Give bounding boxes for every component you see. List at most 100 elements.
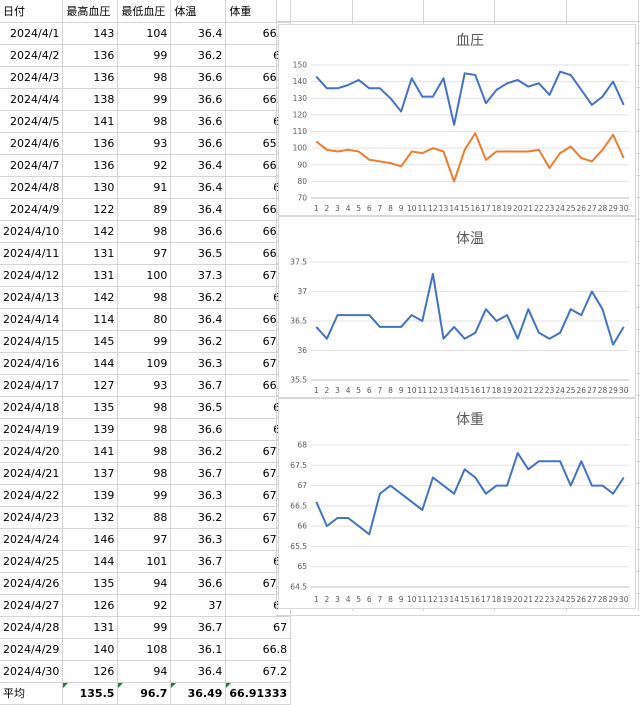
cell-date[interactable]: 2024/4/14 [0,308,64,331]
cell-temp[interactable]: 36.2 [170,44,227,67]
cell-max-bp[interactable]: 132 [62,506,119,529]
cell-date[interactable]: 2024/4/11 [0,242,64,265]
cell-weight[interactable]: 67.2 [225,660,292,683]
cell-temp[interactable]: 36.6 [170,418,227,441]
cell-max-bp[interactable]: 136 [62,132,119,155]
cell-max-bp[interactable]: 142 [62,286,119,309]
cell-min-bp[interactable]: 99 [117,88,172,111]
cell-date[interactable]: 2024/4/2 [0,44,64,67]
cell-date[interactable]: 2024/4/25 [0,550,64,573]
cell-temp[interactable]: 36.3 [170,528,227,551]
cell-min-bp[interactable]: 97 [117,242,172,265]
header-cell-max-bp[interactable]: 最高血圧 [62,0,119,23]
cell-date[interactable]: 2024/4/18 [0,396,64,419]
cell-date[interactable]: 2024/4/27 [0,594,64,617]
cell-min-bp[interactable]: 94 [117,660,172,683]
cell-min-bp[interactable]: 98 [117,66,172,89]
cell-min-bp[interactable]: 100 [117,264,172,287]
cell-temp[interactable]: 36.6 [170,220,227,243]
cell-temp[interactable]: 36.6 [170,66,227,89]
cell-min-bp[interactable]: 92 [117,154,172,177]
cell-date[interactable]: 2024/4/23 [0,506,64,529]
cell-date[interactable]: 2024/4/21 [0,462,64,485]
cell-weight[interactable]: 67 [225,616,292,639]
cell-max-bp[interactable]: 141 [62,440,119,463]
cell-temp[interactable]: 36.6 [170,110,227,133]
cell-min-bp[interactable]: 80 [117,308,172,331]
cell-date[interactable]: 2024/4/3 [0,66,64,89]
cell-min-bp[interactable]: 98 [117,462,172,485]
cell-min-bp[interactable]: 99 [117,484,172,507]
cell-temp[interactable]: 36.7 [170,616,227,639]
cell-temp[interactable]: 36.2 [170,440,227,463]
cell-temp[interactable]: 36.2 [170,330,227,353]
cell-min-bp[interactable]: 98 [117,440,172,463]
cell-temp[interactable]: 36.7 [170,550,227,573]
average-label[interactable]: 平均 [0,682,64,705]
cell-min-bp[interactable]: 109 [117,352,172,375]
cell-max-bp[interactable]: 136 [62,66,119,89]
cell-temp[interactable]: 36.5 [170,396,227,419]
cell-weight[interactable]: 66.4 [225,242,292,265]
cell-min-bp[interactable]: 99 [117,616,172,639]
cell-max-bp[interactable]: 136 [62,44,119,67]
cell-date[interactable]: 2024/4/29 [0,638,64,661]
cell-temp[interactable]: 36.3 [170,484,227,507]
cell-temp[interactable]: 37.3 [170,264,227,287]
cell-max-bp[interactable]: 126 [62,660,119,683]
cell-min-bp[interactable]: 89 [117,198,172,221]
cell-max-bp[interactable]: 126 [62,594,119,617]
cell-temp[interactable]: 36.2 [170,506,227,529]
cell-date[interactable]: 2024/4/13 [0,286,64,309]
cell-max-bp[interactable]: 136 [62,154,119,177]
cell-max-bp[interactable]: 143 [62,22,119,45]
cell-temp[interactable]: 37 [170,594,227,617]
cell-max-bp[interactable]: 146 [62,528,119,551]
cell-temp[interactable]: 36.2 [170,286,227,309]
cell-temp[interactable]: 36.3 [170,352,227,375]
cell-temp[interactable]: 36.4 [170,154,227,177]
header-cell-weight[interactable]: 体重 [225,0,292,23]
cell-max-bp[interactable]: 137 [62,462,119,485]
cell-max-bp[interactable]: 122 [62,198,119,221]
cell-date[interactable]: 2024/4/30 [0,660,64,683]
cell-date[interactable]: 2024/4/8 [0,176,64,199]
cell-max-bp[interactable]: 135 [62,572,119,595]
cell-date[interactable]: 2024/4/6 [0,132,64,155]
cell-date[interactable]: 2024/4/9 [0,198,64,221]
cell-temp[interactable]: 36.4 [170,198,227,221]
cell-max-bp[interactable]: 145 [62,330,119,353]
average-max-bp[interactable]: 135.5 [62,682,119,705]
cell-date[interactable]: 2024/4/28 [0,616,64,639]
cell-min-bp[interactable]: 99 [117,330,172,353]
cell-date[interactable]: 2024/4/17 [0,374,64,397]
cell-min-bp[interactable]: 98 [117,286,172,309]
cell-max-bp[interactable]: 114 [62,308,119,331]
average-temp[interactable]: 36.49 [170,682,227,705]
cell-date[interactable]: 2024/4/22 [0,484,64,507]
cell-max-bp[interactable]: 131 [62,616,119,639]
header-cell-min-bp[interactable]: 最低血圧 [117,0,172,23]
cell-min-bp[interactable]: 99 [117,44,172,67]
cell-min-bp[interactable]: 91 [117,176,172,199]
cell-max-bp[interactable]: 135 [62,396,119,419]
cell-temp[interactable]: 36.6 [170,572,227,595]
cell-weight[interactable]: 66.2 [225,66,292,89]
cell-min-bp[interactable]: 98 [117,220,172,243]
cell-date[interactable]: 2024/4/15 [0,330,64,353]
average-weight[interactable]: 66.91333 [225,682,292,705]
cell-min-bp[interactable]: 93 [117,132,172,155]
cell-date[interactable]: 2024/4/26 [0,572,64,595]
cell-min-bp[interactable]: 92 [117,594,172,617]
cell-date[interactable]: 2024/4/19 [0,418,64,441]
cell-min-bp[interactable]: 98 [117,418,172,441]
cell-temp[interactable]: 36.7 [170,374,227,397]
cell-temp[interactable]: 36.5 [170,242,227,265]
cell-date[interactable]: 2024/4/20 [0,440,64,463]
cell-max-bp[interactable]: 138 [62,88,119,111]
cell-temp[interactable]: 36.6 [170,132,227,155]
cell-min-bp[interactable]: 97 [117,528,172,551]
cell-date[interactable]: 2024/4/12 [0,264,64,287]
cell-max-bp[interactable]: 131 [62,264,119,287]
header-cell-temp[interactable]: 体温 [170,0,227,23]
